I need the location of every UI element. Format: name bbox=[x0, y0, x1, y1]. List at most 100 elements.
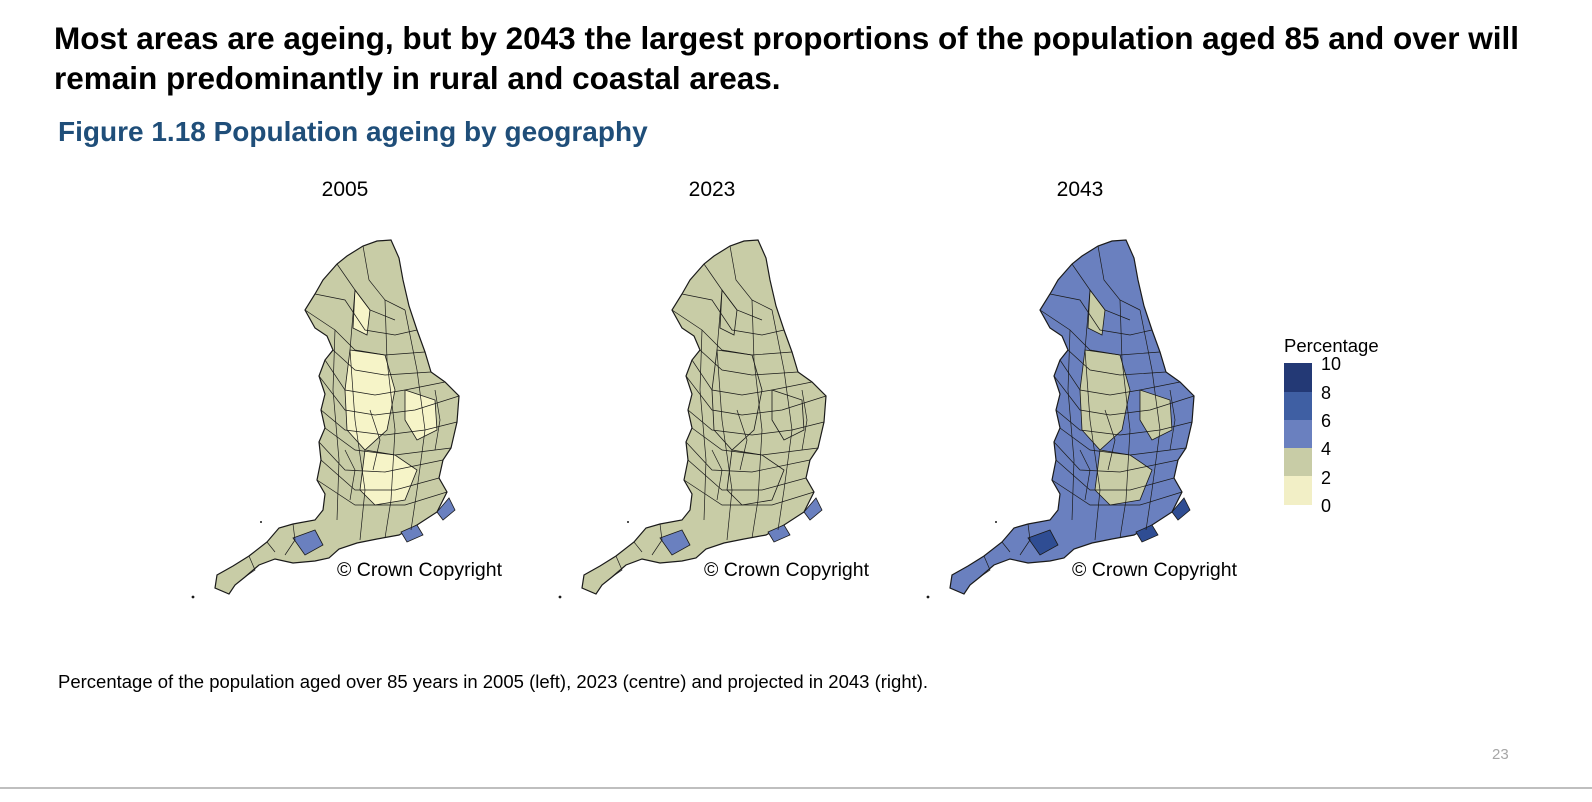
crown-copyright-label: © Crown Copyright bbox=[704, 559, 870, 581]
legend-swatch-4-6 bbox=[1284, 420, 1312, 448]
legend-label: 8 bbox=[1321, 383, 1332, 403]
authority-boundary bbox=[681, 293, 785, 336]
authority-boundary bbox=[316, 479, 448, 506]
authority-boundary bbox=[691, 359, 813, 396]
isles-of-scilly-mark bbox=[926, 595, 930, 599]
midlands-region bbox=[711, 349, 763, 451]
midlands-region bbox=[1079, 349, 1131, 451]
slide-headline: Most areas are ageing, but by 2043 the l… bbox=[54, 20, 1520, 96]
east-region bbox=[771, 389, 805, 441]
authority-boundary bbox=[1053, 375, 1195, 416]
authority-boundary bbox=[344, 449, 356, 501]
isles-of-scilly-mark bbox=[558, 595, 562, 599]
authority-boundary bbox=[244, 555, 256, 578]
lundy-mark bbox=[260, 521, 262, 523]
map-year-label: 2043 bbox=[1056, 178, 1104, 201]
authority-boundary bbox=[320, 459, 440, 491]
authority-boundary bbox=[1097, 245, 1141, 311]
legend-label: 10 bbox=[1321, 354, 1342, 374]
map-panel-2005: 2005 © Crown Copyright bbox=[155, 160, 523, 638]
authority-boundary bbox=[336, 263, 396, 321]
authority-boundary bbox=[404, 309, 426, 531]
authority-boundary bbox=[1053, 441, 1179, 473]
authority-boundary bbox=[729, 245, 773, 311]
legend-swatch-6-8 bbox=[1284, 392, 1312, 420]
map-group bbox=[926, 239, 1195, 599]
authority-boundary bbox=[979, 555, 991, 578]
map-year-label: 2005 bbox=[321, 178, 369, 201]
authority-boundary bbox=[716, 289, 733, 541]
england-map-2005 bbox=[191, 239, 460, 599]
map-group bbox=[191, 239, 460, 599]
authority-boundary bbox=[1059, 359, 1181, 396]
legend-swatch-8-10 bbox=[1284, 363, 1312, 392]
south-coast-area bbox=[1027, 529, 1059, 556]
authority-boundary bbox=[699, 329, 707, 521]
authority-boundary bbox=[1169, 389, 1176, 451]
south-coast-area bbox=[292, 529, 324, 556]
authority-boundary bbox=[751, 299, 763, 539]
authority-boundary bbox=[651, 523, 663, 556]
authority-boundary bbox=[1104, 409, 1116, 471]
authority-boundary bbox=[1001, 541, 1011, 553]
authority-boundary bbox=[1055, 409, 1193, 436]
england-outline bbox=[214, 239, 460, 595]
east-region bbox=[1139, 389, 1173, 441]
figure-title: Figure 1.18 Population ageing by geograp… bbox=[58, 116, 648, 147]
authority-boundary bbox=[1067, 329, 1075, 521]
kent-coast-area bbox=[436, 497, 456, 521]
authority-boundary bbox=[671, 309, 793, 356]
east-region bbox=[404, 389, 438, 441]
map-panel-2043: 2043 © Crown Copyright bbox=[890, 160, 1258, 638]
authority-boundary bbox=[1059, 427, 1187, 456]
authority-boundary bbox=[1039, 309, 1161, 356]
crown-copyright-label: © Crown Copyright bbox=[1072, 559, 1238, 581]
authority-boundary bbox=[1079, 449, 1091, 501]
authority-boundary bbox=[711, 449, 723, 501]
map-group bbox=[558, 239, 827, 599]
authority-boundary bbox=[324, 427, 452, 456]
authority-boundary bbox=[687, 409, 825, 436]
authority-boundary bbox=[304, 309, 426, 356]
authority-boundary bbox=[691, 427, 819, 456]
authority-boundary bbox=[318, 441, 444, 473]
authority-boundary bbox=[801, 389, 808, 451]
authority-boundary bbox=[703, 263, 763, 321]
england-outline bbox=[949, 239, 1195, 595]
england-map-2023 bbox=[558, 239, 827, 599]
legend-title: Percentage bbox=[1284, 335, 1379, 356]
isles-of-scilly-mark bbox=[191, 595, 195, 599]
authority-boundary bbox=[266, 541, 276, 553]
kent-coast-area bbox=[1171, 497, 1191, 521]
authority-boundary bbox=[1071, 263, 1131, 321]
legend-label: 6 bbox=[1321, 411, 1332, 431]
authority-boundary bbox=[362, 245, 406, 311]
authority-boundary bbox=[1084, 289, 1101, 541]
england-outline bbox=[581, 239, 827, 595]
authority-boundary bbox=[324, 359, 446, 396]
south-coast-area bbox=[659, 529, 691, 556]
authority-boundary bbox=[699, 349, 799, 376]
percentage-legend: Percentage 10 8 6 4 2 0 bbox=[1284, 335, 1424, 515]
legend-label: 4 bbox=[1321, 439, 1332, 459]
authority-boundary bbox=[1019, 523, 1031, 556]
authority-boundary bbox=[320, 409, 458, 436]
authority-boundary bbox=[349, 289, 366, 541]
map-panel-2023: 2023 © Crown Copyright bbox=[522, 160, 890, 638]
maps-area: 2005 © Crown Copyright 2023 © Crown Copy… bbox=[155, 160, 1405, 638]
authority-boundary bbox=[332, 349, 432, 376]
midlands-region bbox=[344, 349, 396, 451]
legend-label: 2 bbox=[1321, 468, 1332, 488]
footer-divider bbox=[0, 787, 1592, 789]
lundy-mark bbox=[995, 521, 997, 523]
authority-boundary bbox=[434, 389, 441, 451]
crown-copyright-label: © Crown Copyright bbox=[337, 559, 503, 581]
authority-boundary bbox=[685, 441, 811, 473]
authority-boundary bbox=[314, 293, 418, 336]
legend-swatch-0-2 bbox=[1284, 476, 1312, 505]
authority-boundary bbox=[685, 375, 827, 416]
authority-boundary bbox=[318, 375, 460, 416]
authority-boundary bbox=[1139, 309, 1161, 531]
authority-boundary bbox=[384, 299, 396, 539]
authority-boundary bbox=[284, 523, 296, 556]
